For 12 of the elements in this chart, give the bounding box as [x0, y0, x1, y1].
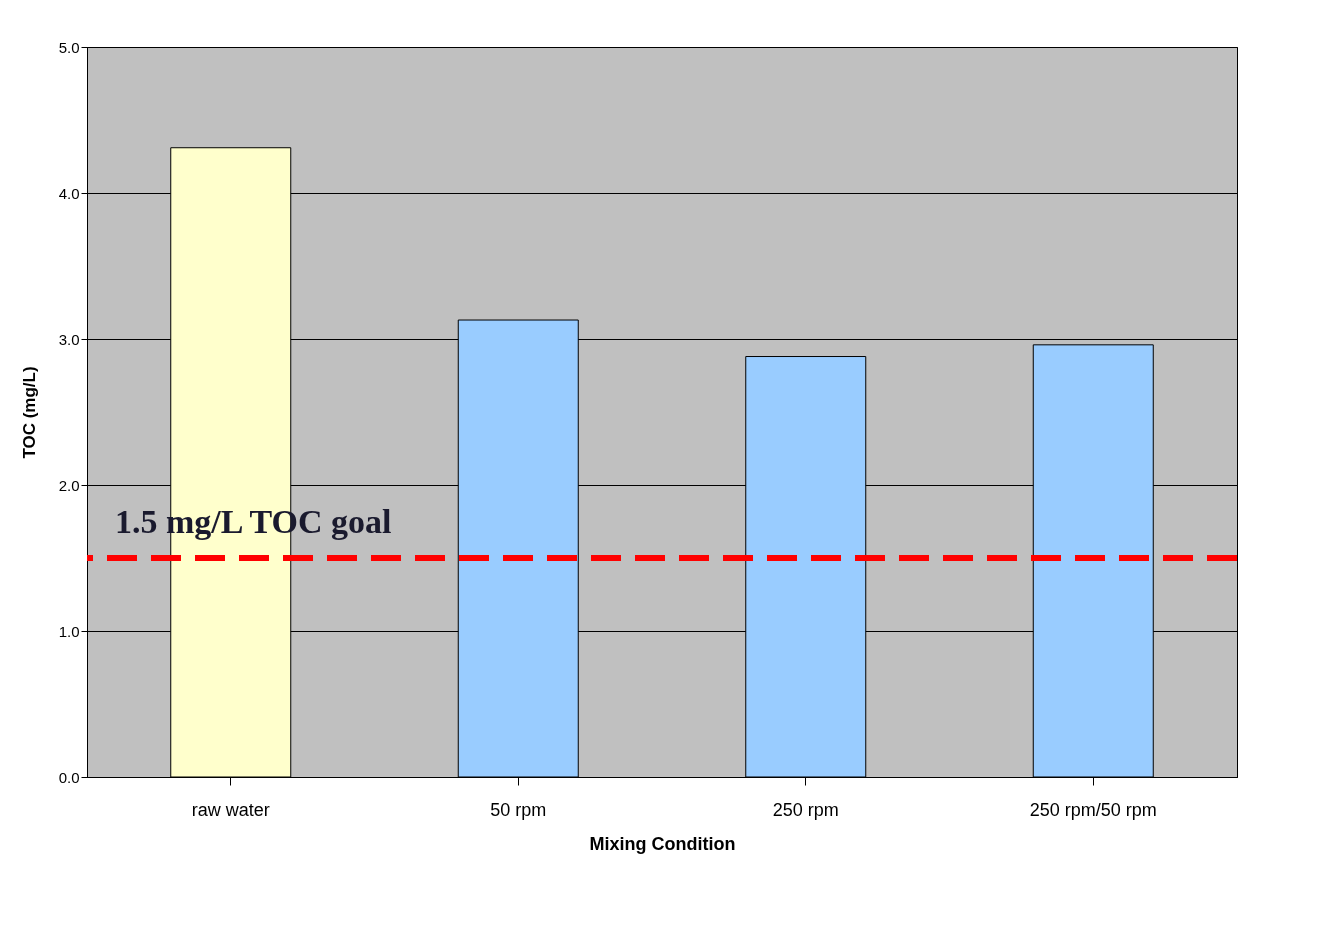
x-tick-label: raw water	[191, 799, 270, 820]
y-tick-label: 0.0	[58, 768, 80, 786]
y-tick-label: 3.0	[58, 330, 80, 348]
x-tick-label: 50 rpm	[490, 799, 547, 820]
x-tick-label: 250 rpm	[772, 799, 839, 820]
y-tick-label: 2.0	[58, 476, 80, 494]
y-tick-label: 5.0	[58, 38, 80, 56]
y-tick-label: 4.0	[58, 184, 80, 202]
x-tick-label: 250 rpm/50 rpm	[1029, 799, 1157, 820]
y-tick-label: 1.0	[58, 622, 80, 640]
x-axis-title: Mixing Condition	[589, 833, 736, 854]
y-axis-title: TOC (mg/L)	[19, 366, 39, 459]
